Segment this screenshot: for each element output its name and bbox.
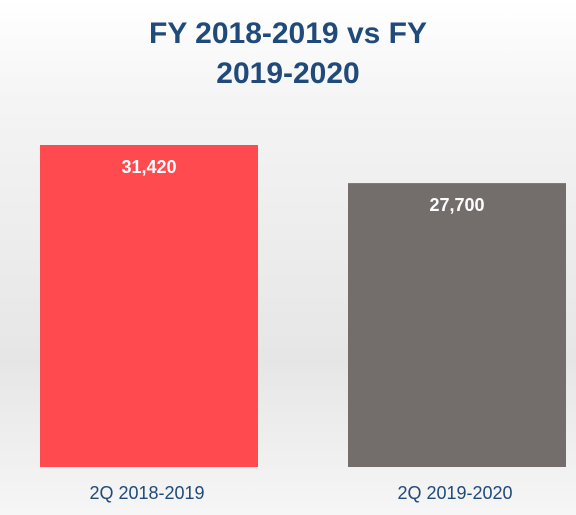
bar xyxy=(348,183,566,468)
value-label: 31,420 xyxy=(121,157,176,177)
value-label: 27,700 xyxy=(429,195,484,215)
bar xyxy=(40,145,258,467)
x-tick-label: 2Q 2018-2019 xyxy=(89,483,204,503)
x-tick-label: 2Q 2019-2020 xyxy=(397,483,512,503)
chart-title: FY 2018-2019 vs FY 2019-2020 xyxy=(149,17,427,90)
